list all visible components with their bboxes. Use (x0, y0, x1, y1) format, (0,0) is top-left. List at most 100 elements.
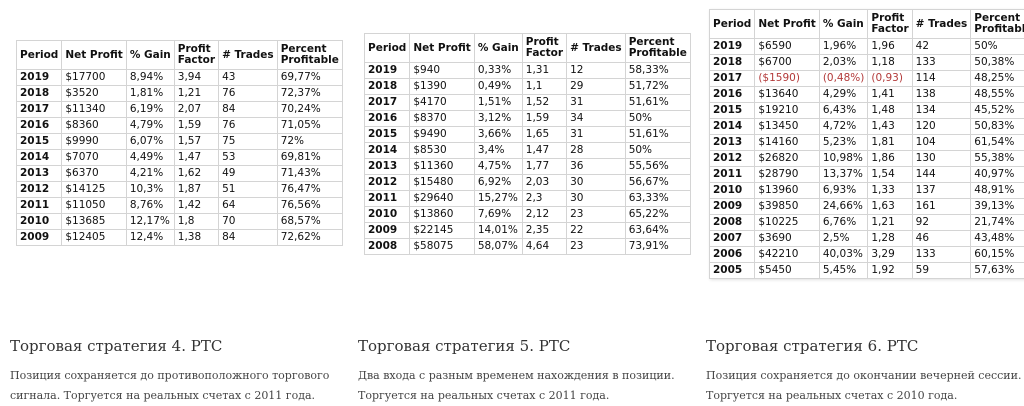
trades-cell: 70 (219, 214, 278, 230)
profit-factor-cell: 1,21 (868, 215, 912, 231)
trades-cell: 120 (912, 119, 971, 135)
header-percent-profitable: Percent Profitable (625, 34, 690, 63)
period-cell: 2012 (17, 182, 62, 198)
percent-profitable-cell: 39,13% (971, 199, 1024, 215)
gain-cell: 4,49% (126, 150, 174, 166)
percent-profitable-cell: 58,33% (625, 63, 690, 79)
trades-cell: 30 (567, 175, 626, 191)
profit-factor-cell: 1,59 (522, 111, 566, 127)
strategy-description: Позиция сохраняется до противоположного … (10, 366, 340, 406)
trades-cell: 76 (219, 86, 278, 102)
gain-cell: 6,76% (819, 215, 868, 231)
trades-cell: 59 (912, 263, 971, 279)
percent-profitable-cell: 72% (277, 134, 342, 150)
profit-factor-cell: 1,33 (868, 183, 912, 199)
gain-cell: 4,21% (126, 166, 174, 182)
net-profit-cell: $9990 (62, 134, 126, 150)
trades-cell: 42 (912, 39, 971, 55)
trades-cell: 76 (219, 118, 278, 134)
trades-cell: 64 (219, 198, 278, 214)
trades-cell: 134 (912, 103, 971, 119)
profit-factor-cell: 1,92 (868, 263, 912, 279)
trades-cell: 12 (567, 63, 626, 79)
percent-profitable-cell: 56,67% (625, 175, 690, 191)
header-period: Period (710, 10, 755, 39)
trades-cell: 23 (567, 207, 626, 223)
gain-cell: 10,98% (819, 151, 868, 167)
percent-profitable-cell: 51,61% (625, 127, 690, 143)
trades-cell: 138 (912, 87, 971, 103)
performance-table: Period Net Profit % Gain Profit Factor #… (709, 9, 1024, 279)
profit-factor-cell: 1,59 (174, 118, 218, 134)
gain-cell: 58,07% (474, 239, 522, 255)
period-cell: 2008 (710, 215, 755, 231)
strategy-title: Торговая стратегия 6. РТС (706, 337, 918, 355)
net-profit-cell: $3690 (755, 231, 819, 247)
trades-cell: 28 (567, 143, 626, 159)
net-profit-cell: $3520 (62, 86, 126, 102)
trades-cell: 137 (912, 183, 971, 199)
period-cell: 2013 (17, 166, 62, 182)
percent-profitable-cell: 57,63% (971, 263, 1024, 279)
header-gain: % Gain (474, 34, 522, 63)
percent-profitable-cell: 40,97% (971, 167, 1024, 183)
net-profit-cell: $14160 (755, 135, 819, 151)
net-profit-cell: $10225 (755, 215, 819, 231)
period-cell: 2018 (710, 55, 755, 71)
period-cell: 2015 (365, 127, 410, 143)
net-profit-cell: $940 (410, 63, 474, 79)
percent-profitable-cell: 51,61% (625, 95, 690, 111)
percent-profitable-cell: 61,54% (971, 135, 1024, 151)
profit-factor-cell: 1,47 (174, 150, 218, 166)
net-profit-cell: $1390 (410, 79, 474, 95)
net-profit-cell: $5450 (755, 263, 819, 279)
trades-cell: 92 (912, 215, 971, 231)
net-profit-cell: $58075 (410, 239, 474, 255)
period-cell: 2018 (17, 86, 62, 102)
profit-factor-cell: 2,35 (522, 223, 566, 239)
table-header-row: Period Net Profit % Gain Profit Factor #… (365, 34, 691, 63)
profit-factor-cell: 1,18 (868, 55, 912, 71)
net-profit-cell: $15480 (410, 175, 474, 191)
period-cell: 2014 (365, 143, 410, 159)
percent-profitable-cell: 60,15% (971, 247, 1024, 263)
gain-cell: 14,01% (474, 223, 522, 239)
profit-factor-cell: 2,3 (522, 191, 566, 207)
percent-profitable-cell: 50% (625, 143, 690, 159)
profit-factor-cell: 1,28 (868, 231, 912, 247)
period-cell: 2009 (365, 223, 410, 239)
net-profit-cell: $13685 (62, 214, 126, 230)
period-cell: 2012 (365, 175, 410, 191)
gain-cell: 1,96% (819, 39, 868, 55)
net-profit-cell: $11050 (62, 198, 126, 214)
percent-profitable-cell: 69,81% (277, 150, 342, 166)
net-profit-cell: $9490 (410, 127, 474, 143)
strategy-title: Торговая стратегия 5. РТС (358, 337, 570, 355)
period-cell: 2017 (365, 95, 410, 111)
profit-factor-cell: 1,87 (174, 182, 218, 198)
gain-cell: 6,43% (819, 103, 868, 119)
profit-factor-cell: 1,65 (522, 127, 566, 143)
profit-factor-cell: 1,77 (522, 159, 566, 175)
gain-cell: (0,48%) (819, 71, 868, 87)
period-cell: 2015 (17, 134, 62, 150)
trades-cell: 34 (567, 111, 626, 127)
header-trades: # Trades (912, 10, 971, 39)
percent-profitable-cell: 48,55% (971, 87, 1024, 103)
